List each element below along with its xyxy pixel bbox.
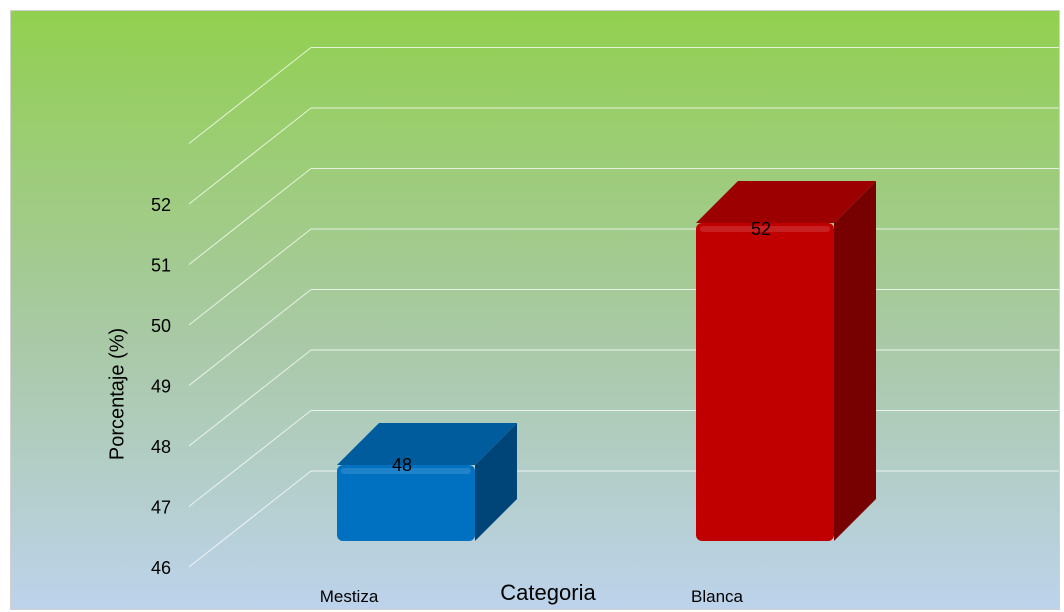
chart-background: [11, 11, 1059, 609]
x-axis-ticks: Mestiza Blanca: [320, 587, 744, 606]
bar-top-face: [337, 423, 517, 465]
bar-highlight: [341, 468, 471, 474]
bar: 52: [696, 181, 876, 541]
chart-svg: 46 47 48 49 50 51 52 48 52 Mestiza Blanca Porcen…: [11, 11, 1059, 609]
gridline-diagonal: [188, 410, 312, 507]
gridline-diagonal: [188, 349, 312, 447]
y-tick-label: 50: [151, 316, 171, 336]
gridlines: [188, 47, 1059, 568]
y-tick-label: 49: [151, 376, 171, 396]
bar-side-face: [475, 423, 517, 541]
x-tick-label: Blanca: [691, 587, 744, 606]
y-tick-label: 47: [151, 497, 171, 517]
data-label: 48: [392, 455, 412, 475]
x-tick-label: Mestiza: [320, 587, 379, 606]
bar-highlight: [700, 226, 830, 232]
gridline-diagonal: [188, 168, 312, 265]
chart-area: 46 47 48 49 50 51 52 48 52 Mestiza Blanca Porcen…: [10, 10, 1060, 610]
y-tick-label: 46: [151, 558, 171, 578]
gridline-diagonal: [188, 228, 312, 326]
bars: 48 52: [337, 181, 876, 541]
gridline-diagonal: [188, 289, 312, 386]
x-axis-title: Categoria: [500, 580, 596, 605]
bar-front-face: [696, 223, 834, 541]
y-axis-title: Porcentaje (%): [106, 328, 128, 460]
gridline-diagonal: [188, 470, 312, 568]
y-tick-label: 52: [151, 195, 171, 215]
gridline-diagonal: [188, 47, 312, 144]
y-axis-ticks: 46 47 48 49 50 51 52: [151, 195, 171, 578]
bar-top-face: [696, 181, 876, 223]
data-label: 52: [751, 219, 771, 239]
bar: 48: [337, 423, 517, 541]
gridline-diagonal: [188, 107, 312, 205]
y-tick-label: 48: [151, 437, 171, 457]
y-tick-label: 51: [151, 255, 171, 275]
bar-front-face: [337, 465, 475, 541]
bar-side-face: [834, 181, 876, 541]
